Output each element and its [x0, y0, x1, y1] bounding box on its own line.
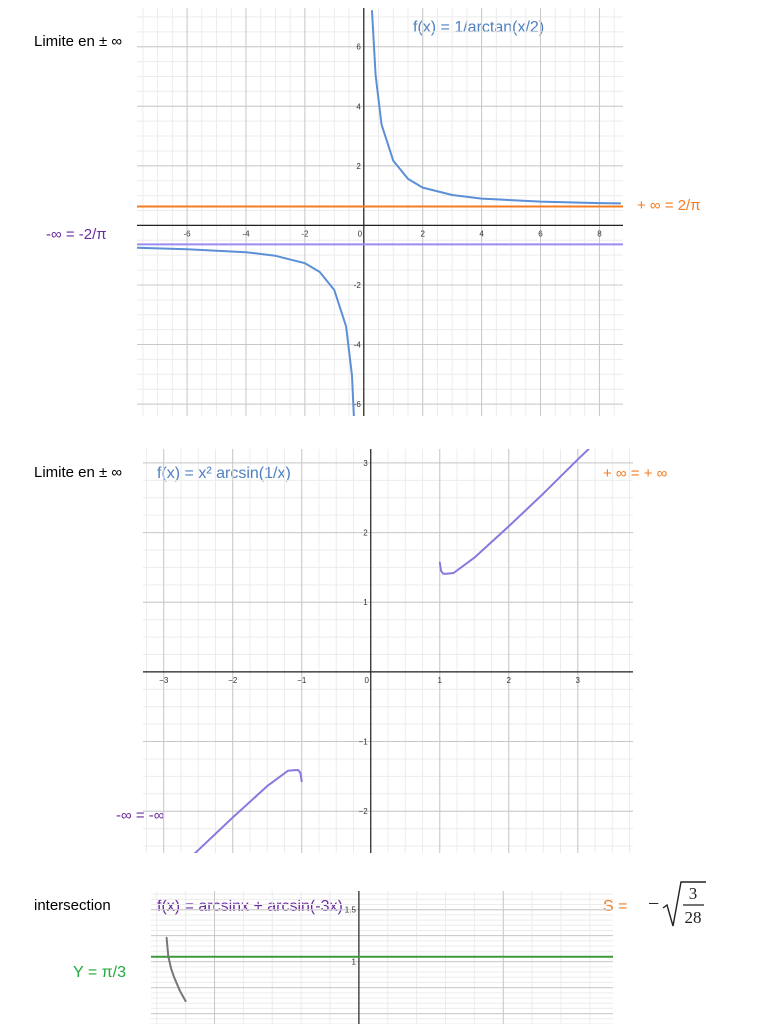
solution-denominator: 28	[685, 908, 702, 927]
x-tick-label: 2	[507, 676, 512, 685]
chart-arcsin-sum: 11.5	[151, 891, 613, 1024]
panel1-plus-infinity-label: + ∞ = 2/π	[637, 197, 701, 214]
panel1-minus-infinity-label: -∞ = -2/π	[46, 226, 107, 243]
function-curve	[165, 936, 187, 1003]
x-tick-label: -2	[301, 229, 309, 238]
x-tick-label: 4	[479, 229, 484, 238]
panel2-function-label: f(x) = x² arcsin(1/x)	[157, 465, 291, 482]
x-tick-label: 6	[538, 229, 543, 238]
panel3-heading: intersection	[34, 897, 111, 914]
y-tick-label: 2	[356, 162, 361, 171]
y-tick-label: 6	[356, 43, 361, 52]
x-tick-label: −2	[228, 676, 238, 685]
x-tick-label: 0	[365, 676, 370, 685]
panel3-y-line-label: Y = π/3	[73, 964, 126, 981]
y-tick-label: 1	[363, 598, 368, 607]
y-tick-label: 1	[351, 958, 356, 967]
panel2-heading: Limite en ± ∞	[34, 464, 123, 481]
x-tick-label: 0	[358, 229, 363, 238]
panel3-function-label: f(x) = arcsinx + arcsin(-3x)	[157, 898, 343, 915]
panel2-plus-infinity-label: + ∞ = + ∞	[603, 465, 668, 482]
y-tick-label: -2	[354, 281, 362, 290]
y-tick-label: −2	[359, 807, 369, 816]
x-tick-label: 3	[576, 676, 581, 685]
function-curve	[193, 769, 303, 853]
y-tick-label: 4	[356, 102, 361, 111]
function-curve	[137, 246, 355, 416]
panel1-heading: Limite en ± ∞	[34, 33, 123, 50]
x-tick-label: 2	[420, 229, 425, 238]
x-tick-label: -6	[184, 229, 192, 238]
solution-sign: −	[648, 893, 659, 915]
chart-x2-arcsin: −3 −2 −1 0 1 2 3 1 2 3 −1 −2	[143, 449, 633, 853]
x-tick-label: 1	[438, 676, 443, 685]
y-tick-label: -6	[354, 400, 362, 409]
y-tick-label: 1.5	[345, 906, 357, 915]
function-curve	[438, 449, 591, 575]
function-curve	[371, 10, 622, 205]
x-tick-label: −3	[159, 676, 169, 685]
y-tick-label: −1	[359, 738, 369, 747]
panel3-solution-label: S =	[603, 898, 628, 915]
x-tick-label: -4	[242, 229, 250, 238]
chart-1/arctan: -6 -4 -2 0 2 4 6 8 2 4 6 -2 -4 -6	[137, 8, 623, 416]
y-tick-label: 2	[363, 529, 368, 538]
solution-sqrt-formula: − 3 28	[648, 881, 706, 927]
y-tick-label: 3	[363, 459, 368, 468]
y-tick-label: -4	[354, 341, 362, 350]
x-tick-label: 8	[597, 229, 602, 238]
solution-numerator: 3	[689, 884, 698, 903]
x-tick-label: −1	[297, 676, 307, 685]
